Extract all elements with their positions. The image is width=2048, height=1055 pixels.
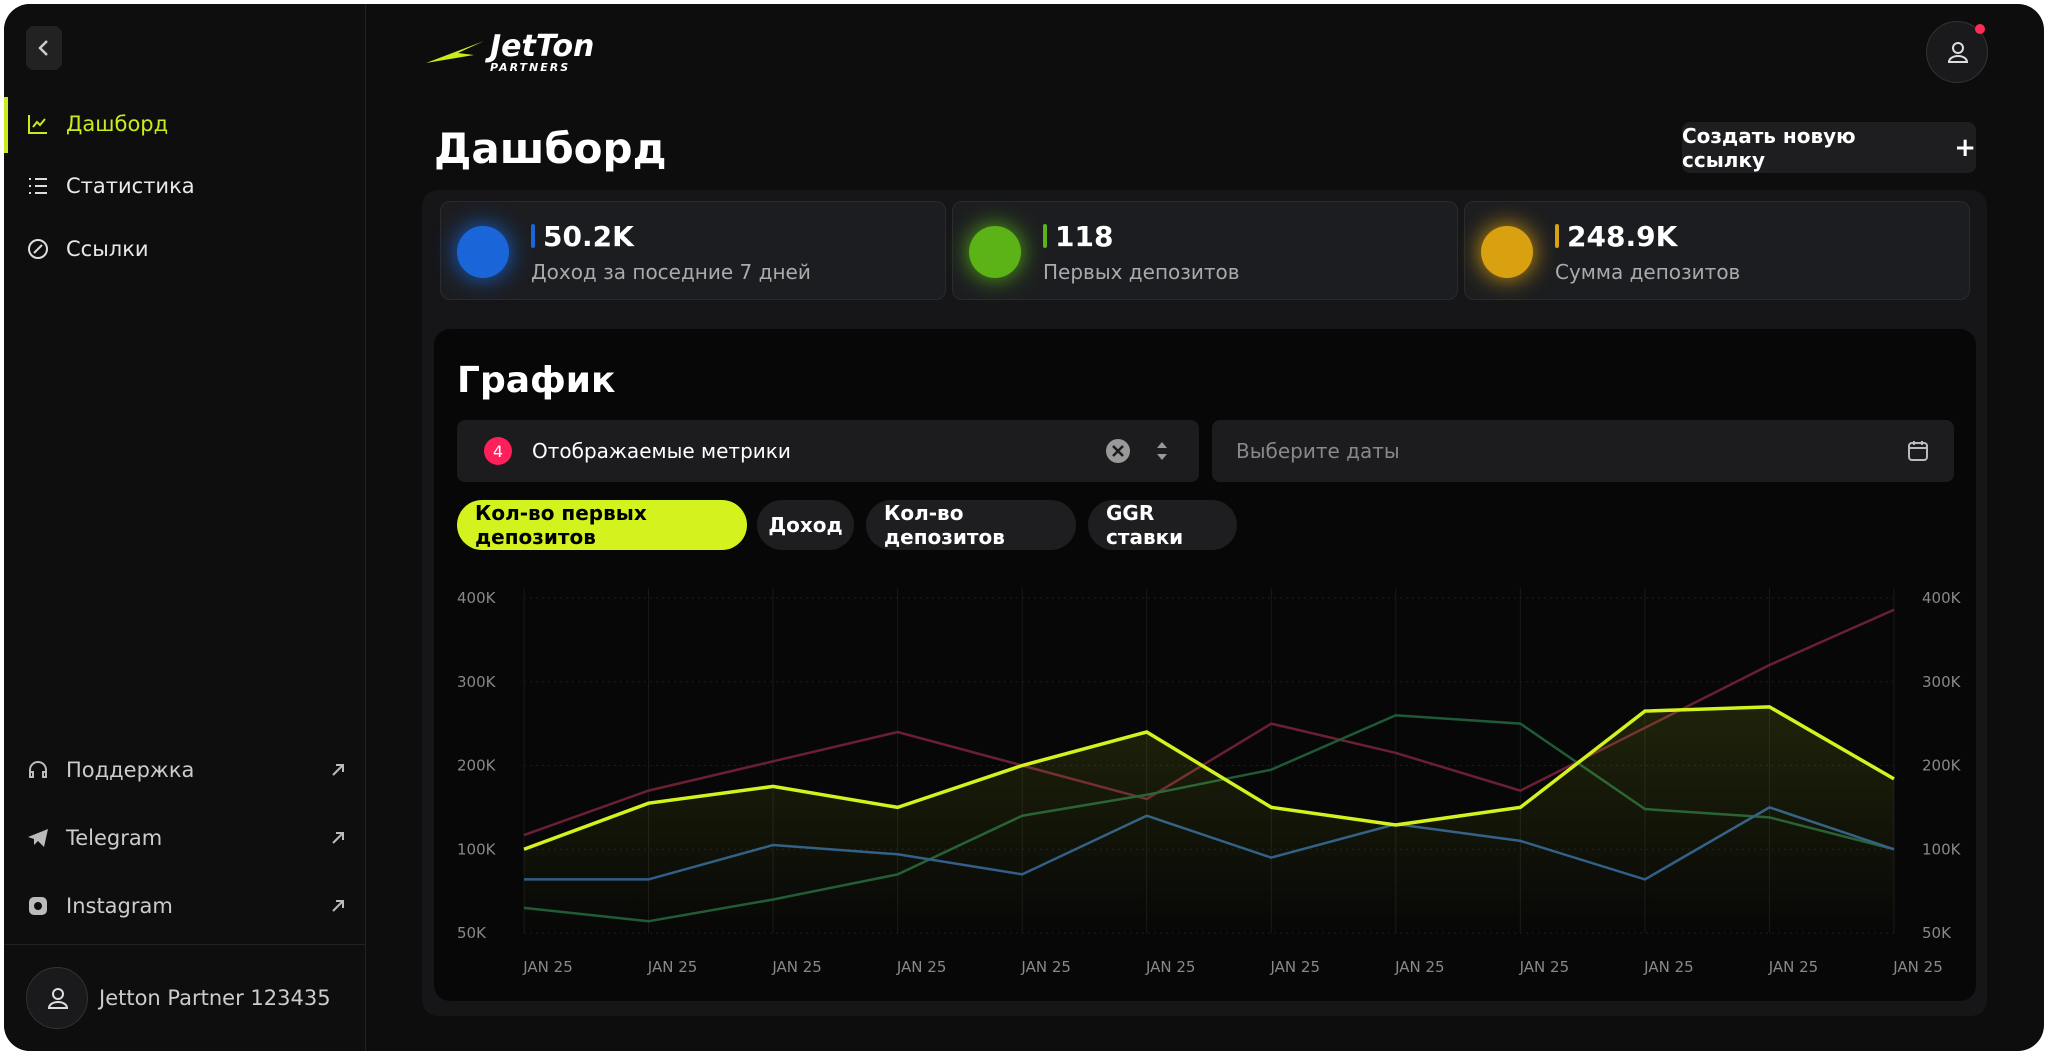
legend-chip[interactable]: GGR ставки bbox=[1088, 500, 1237, 550]
stat-value: 50.2K bbox=[531, 220, 634, 253]
button-label: Создать новую ссылку bbox=[1682, 123, 1856, 172]
y2-tick-label: 400K bbox=[1922, 589, 1962, 607]
logo-text: JetTon bbox=[490, 29, 595, 64]
y2-tick-label: 50K bbox=[1922, 924, 1952, 942]
series-line bbox=[523, 705, 1895, 851]
x-tick-label: JAN 25 bbox=[1270, 958, 1321, 976]
profile-button[interactable] bbox=[1926, 21, 1988, 83]
link-item[interactable]: Telegram bbox=[26, 826, 346, 850]
legend-chip[interactable]: Кол-во депозитов bbox=[866, 500, 1076, 550]
date-placeholder: Выберите даты bbox=[1236, 439, 1400, 463]
y2-tick-label: 200K bbox=[1922, 757, 1962, 775]
x-tick-label: JAN 25 bbox=[1892, 958, 1943, 976]
link-label: Поддержка bbox=[66, 758, 195, 782]
nav-label: Ссылки bbox=[66, 237, 149, 261]
user-avatar[interactable] bbox=[26, 967, 88, 1029]
nav-item[interactable]: Дашборд bbox=[26, 112, 168, 136]
chart: 50K 100K 200K 300K 400K 50K 100K 200K 300K 400K JA… bbox=[457, 588, 1962, 976]
x-tick-label: JAN 25 bbox=[896, 958, 947, 976]
link-label: Instagram bbox=[66, 894, 173, 918]
y-tick-label: 200K bbox=[457, 757, 497, 775]
legend-chip[interactable]: Доход bbox=[757, 500, 854, 550]
stat-label: Доход за поседние 7 дней bbox=[531, 260, 811, 284]
legend-chip[interactable]: Кол-во первых депозитов bbox=[457, 500, 747, 550]
nav-item[interactable]: Ссылки bbox=[26, 237, 149, 261]
x-tick-label: JAN 25 bbox=[1768, 958, 1819, 976]
x-tick-label: JAN 25 bbox=[1020, 958, 1071, 976]
y-tick-label: 50K bbox=[457, 924, 487, 942]
stat-value: 118 bbox=[1043, 220, 1113, 253]
x-tick-label: JAN 25 bbox=[1145, 958, 1196, 976]
stat-label: Первых депозитов bbox=[1043, 260, 1240, 284]
y2-tick-label: 100K bbox=[1922, 840, 1962, 858]
user-name: Jetton Partner 123435 bbox=[99, 986, 331, 1010]
x-tick-label: JAN 25 bbox=[1643, 958, 1694, 976]
y-tick-label: 100K bbox=[457, 840, 497, 858]
link-item[interactable]: Поддержка bbox=[26, 758, 346, 782]
stat-value: 248.9K bbox=[1555, 220, 1677, 253]
y-tick-label: 300K bbox=[457, 673, 497, 691]
panel-title: График bbox=[457, 360, 616, 401]
x-tick-label: JAN 25 bbox=[647, 958, 698, 976]
x-tick-label: JAN 25 bbox=[771, 958, 822, 976]
x-tick-label: JAN 25 bbox=[1519, 958, 1570, 976]
y2-tick-label: 300K bbox=[1922, 673, 1962, 691]
nav-item[interactable]: Статистика bbox=[26, 174, 195, 198]
link-item[interactable]: Instagram bbox=[26, 894, 346, 918]
stat-card: 248.9K Сумма депозитов bbox=[1464, 201, 1970, 300]
metrics-select[interactable]: 4 Отображаемые метрики bbox=[457, 420, 1199, 482]
app: Дашборд Статистика Ссылки Поддержка Tele… bbox=[4, 4, 2044, 1051]
logo: JetTon PARTNERS bbox=[424, 32, 594, 73]
collapse-button[interactable] bbox=[26, 26, 62, 70]
nav-label: Статистика bbox=[66, 174, 195, 198]
nav-label: Дашборд bbox=[66, 112, 169, 136]
metrics-count: 4 bbox=[484, 437, 512, 465]
date-picker[interactable]: Выберите даты bbox=[1212, 420, 1954, 482]
sidebar: Дашборд Статистика Ссылки Поддержка Tele… bbox=[4, 4, 366, 1051]
x-tick-label: JAN 25 bbox=[522, 958, 573, 976]
page-title: Дашборд bbox=[434, 124, 667, 173]
logo-sub: PARTNERS bbox=[490, 61, 571, 74]
area bbox=[524, 706, 1894, 933]
metrics-label: Отображаемые метрики bbox=[532, 439, 791, 463]
stat-card: 118 Первых депозитов bbox=[952, 201, 1458, 300]
y-tick-label: 400K bbox=[457, 589, 497, 607]
link-label: Telegram bbox=[66, 826, 163, 850]
create-link-button[interactable]: Создать новую ссылку + bbox=[1682, 122, 1976, 173]
stat-card: 50.2K Доход за поседние 7 дней bbox=[440, 201, 946, 300]
stat-label: Сумма депозитов bbox=[1555, 260, 1741, 284]
x-tick-label: JAN 25 bbox=[1394, 958, 1445, 976]
